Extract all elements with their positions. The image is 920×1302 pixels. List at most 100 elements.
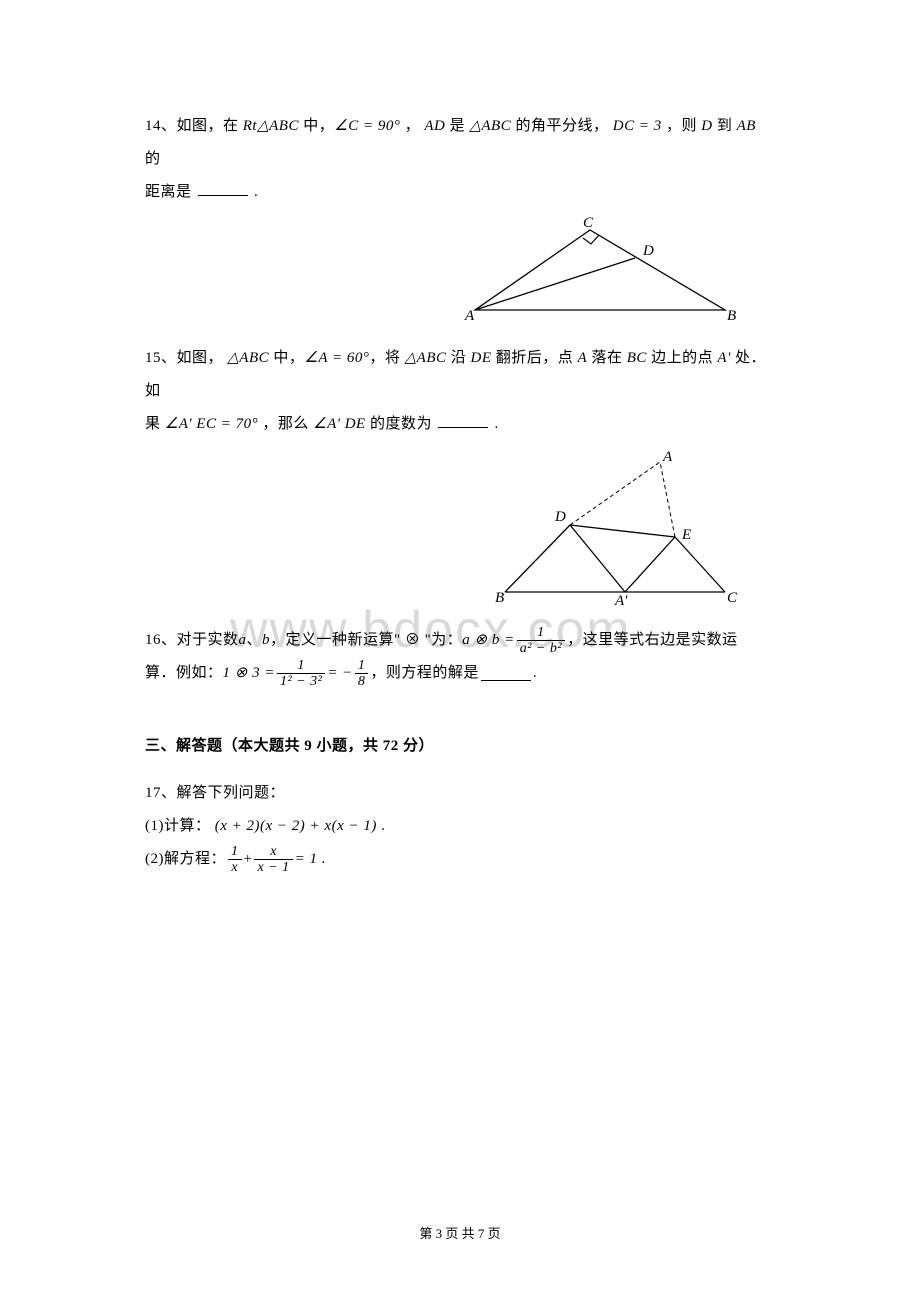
denominator: 1² − 3²: [277, 673, 325, 689]
q14-figure: A B C D: [145, 215, 775, 330]
t: 算．例如：: [145, 657, 223, 690]
a: a: [239, 624, 247, 657]
angC: ∠C = 90°: [334, 118, 400, 134]
q16-line2: 算．例如： 1 ⊗ 3 = 1 1² − 3² = − 1 8 ，则方程的解是 …: [145, 657, 775, 690]
ab: AB: [737, 118, 756, 134]
fraction: x x − 1: [254, 844, 292, 876]
svg-text:C: C: [583, 215, 594, 231]
plus: +: [244, 843, 253, 876]
t: 沿: [447, 350, 471, 366]
expr: (x + 2)(x − 2) + x(x − 1): [215, 818, 377, 834]
q17-head: 17、解答下列问题：: [145, 777, 775, 810]
t: ，则: [662, 118, 702, 134]
fraction: 1 8: [355, 658, 369, 690]
denominator: x − 1: [254, 859, 292, 875]
ad: AD: [424, 118, 445, 134]
eq: = −: [327, 657, 353, 690]
svg-text:B: B: [727, 308, 736, 324]
svg-text:A: A: [464, 308, 475, 324]
t: 的角平分线，: [511, 118, 613, 134]
svg-text:D: D: [554, 509, 566, 525]
t: 果: [145, 416, 165, 432]
fraction: 1 1² − 3²: [277, 658, 325, 690]
t: ，那么: [258, 416, 313, 432]
t: 到: [713, 118, 737, 134]
t: 翻折后，点: [492, 350, 578, 366]
dc: DC = 3: [613, 118, 662, 134]
numerator: 1: [228, 844, 242, 859]
svg-text:D: D: [642, 243, 654, 259]
t: ，定义一种新运算" ⊗ "为：: [270, 624, 462, 657]
lhs: a ⊗ b =: [462, 624, 514, 657]
svg-text:C: C: [727, 590, 738, 606]
q16-line1: 16、对于实数 a 、 b ，定义一种新运算" ⊗ "为： a ⊗ b = 1 …: [145, 624, 775, 657]
t: 的: [145, 151, 161, 167]
blank: [481, 667, 531, 681]
rt: Rt: [243, 118, 257, 134]
t: 15、如图，: [145, 350, 227, 366]
svg-text:A′: A′: [614, 593, 628, 607]
t: 16、对于实数: [145, 624, 239, 657]
t: 落在: [587, 350, 627, 366]
ang3: ∠A' DE: [313, 416, 366, 432]
q14-line2: 距离是 .: [145, 176, 775, 209]
tri: △ABC: [227, 350, 269, 366]
t: 第: [419, 1226, 435, 1241]
denominator: x: [228, 859, 242, 875]
denominator: a² − b²: [517, 640, 565, 656]
ang2: ∠A' EC = 70°: [165, 416, 258, 432]
q15-line1: 15、如图， △ABC 中，∠A = 60°，将 △ABC 沿 DE 翻折后，点…: [145, 342, 775, 408]
svg-text:E: E: [681, 527, 691, 543]
blank: [438, 414, 488, 428]
q15-figure: B C D E A A′: [145, 447, 775, 612]
t: .: [490, 416, 499, 432]
t: 是: [445, 118, 469, 134]
t: .: [250, 184, 259, 200]
page-footer: 第 3 页 共 7 页: [0, 1223, 920, 1242]
t: 中，: [269, 350, 304, 366]
fraction: 1 x: [228, 844, 242, 876]
t: (1)计算：: [145, 818, 215, 834]
t: 页 共: [442, 1226, 478, 1241]
fraction: 1 a² − b²: [517, 625, 565, 657]
t: 、: [247, 624, 263, 657]
svg-text:B: B: [495, 590, 504, 606]
t: ，将: [369, 350, 404, 366]
tri2: △ABC: [405, 350, 447, 366]
svg-text:A: A: [662, 449, 673, 465]
denominator: 8: [355, 673, 369, 689]
t: 中，: [299, 118, 334, 134]
a: A: [578, 350, 588, 366]
b: b: [262, 624, 270, 657]
tri2: △ABC: [469, 118, 511, 134]
de: DE: [471, 350, 492, 366]
t: 页: [484, 1226, 500, 1241]
q17-part1: (1)计算： (x + 2)(x − 2) + x(x − 1) .: [145, 810, 775, 843]
q14-line1: 14、如图，在 Rt△ABC 中，∠C = 90° ， AD 是 △ABC 的角…: [145, 110, 775, 176]
t: 边上的点: [647, 350, 718, 366]
t: 的度数为: [366, 416, 437, 432]
ap: A': [717, 350, 730, 366]
q17-part2: (2)解方程： 1 x + x x − 1 = 1 .: [145, 843, 775, 876]
numerator: x: [254, 844, 292, 859]
numerator: 1: [517, 625, 565, 640]
q15-line2: 果 ∠A' EC = 70° ，那么 ∠A' DE 的度数为 .: [145, 408, 775, 441]
t: (2)解方程：: [145, 843, 226, 876]
d: D: [701, 118, 712, 134]
numerator: 1: [277, 658, 325, 673]
t: 距离是: [145, 184, 196, 200]
tri: △ABC: [257, 118, 299, 134]
t: .: [533, 657, 537, 690]
t: .: [377, 818, 386, 834]
bc: BC: [627, 350, 647, 366]
t: ，: [400, 118, 424, 134]
numerator: 1: [355, 658, 369, 673]
t: ，则方程的解是: [370, 657, 479, 690]
section-3-heading: 三、解答题（本大题共 9 小题，共 72 分）: [145, 730, 775, 763]
t: 14、如图，在: [145, 118, 243, 134]
t: = 1 .: [295, 843, 326, 876]
ex: 1 ⊗ 3 =: [223, 657, 275, 690]
angA: ∠A = 60°: [304, 350, 369, 366]
blank: [198, 182, 248, 196]
t: ，这里等式右边是实数运: [567, 624, 738, 657]
